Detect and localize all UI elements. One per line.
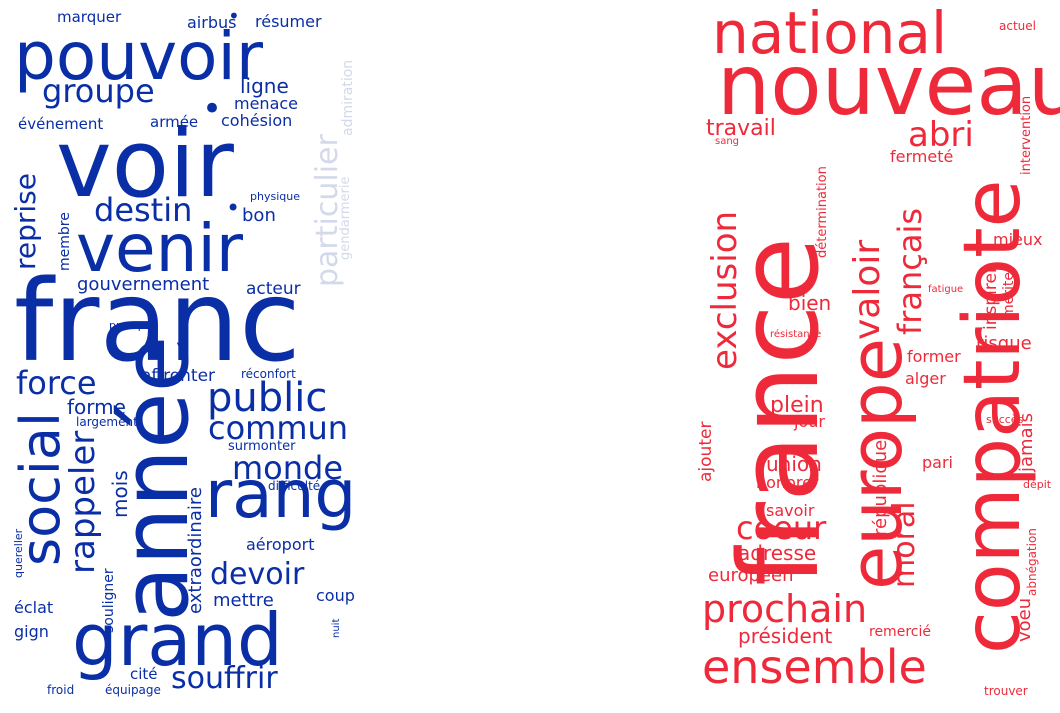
word-mettre: mettre: [213, 590, 274, 611]
word-intervention: intervention: [1019, 95, 1034, 175]
word-largement: largement: [76, 415, 138, 429]
word-extraordinaire: extraordinaire: [185, 487, 206, 614]
word-cohesion: cohésion: [221, 111, 293, 130]
word-president: président: [738, 624, 833, 648]
word-adresse: adresse: [738, 541, 817, 565]
word-voir: voir: [56, 110, 234, 219]
word-abnegation: abnégation: [1025, 528, 1039, 596]
bullet-dot-icon: •: [226, 194, 241, 222]
word-forme: forme: [67, 395, 126, 419]
word-ligne: ligne: [240, 74, 289, 98]
word-gendarmerie: gendarmerie: [338, 176, 353, 260]
word-armee: armée: [150, 113, 199, 131]
word-remercie: remercié: [869, 624, 931, 640]
word-rappeler: rappeler: [63, 430, 103, 574]
bullet-dot-icon: •: [202, 89, 223, 129]
word-valoir: valoir: [847, 239, 888, 340]
word-affronter: affronter: [141, 366, 216, 386]
word-plein: plein: [770, 393, 824, 418]
word-honorer: honorer: [756, 473, 819, 492]
word-rang: rang: [205, 456, 357, 533]
word-eclat: éclat: [14, 598, 54, 617]
word-succes: succès: [986, 413, 1024, 426]
word-grand: grand: [72, 598, 283, 682]
word-reprise: reprise: [9, 172, 42, 270]
word-quereller: quereller: [12, 528, 25, 578]
word-pouvoir: pouvoir: [14, 18, 264, 95]
word-surmonter: surmonter: [228, 439, 296, 454]
word-fermete: fermeté: [890, 147, 954, 166]
word-airbus: airbus: [187, 13, 237, 32]
word-acteur: acteur: [246, 279, 301, 299]
word-bon: bon: [242, 205, 276, 226]
word-europeen: européen: [708, 565, 794, 586]
word-gign: gign: [14, 622, 49, 641]
word-moral: moral: [887, 501, 922, 588]
word-ensemble: ensemble: [702, 640, 927, 694]
word-sang: sang: [715, 136, 740, 147]
word-commun: commun: [208, 409, 349, 447]
word-jamais: jamais: [1016, 413, 1037, 472]
word-nouveau: nouveau: [717, 36, 1060, 134]
word-trouver: trouver: [984, 684, 1028, 698]
word-depit: dépit: [1023, 478, 1052, 491]
word-force: force: [16, 364, 97, 402]
bullet-dot-icon: •: [228, 4, 240, 28]
word-resumer: résumer: [255, 12, 322, 31]
word-pari: pari: [922, 453, 953, 472]
word-admiration: admiration: [340, 59, 356, 136]
word-franc: franc: [14, 257, 301, 387]
word-venir: venir: [76, 210, 243, 287]
word-exclusion: exclusion: [705, 210, 745, 370]
word-reconfort: réconfort: [241, 367, 296, 381]
word-fatigue: fatigue: [928, 284, 964, 295]
word-former: former: [907, 347, 961, 366]
word-prochain: prochain: [702, 587, 868, 631]
word-public: public: [207, 375, 328, 421]
word-devoir: devoir: [210, 557, 305, 592]
word-monde: monde: [232, 449, 344, 487]
word-francais: français: [891, 207, 929, 335]
word-destin: destin: [94, 191, 193, 229]
word-marquer: marquer: [57, 8, 122, 26]
word-nuit: nuit: [331, 618, 342, 638]
word-resistance: résistance: [770, 329, 822, 340]
word-coeur: coeur: [736, 509, 827, 547]
word-travail: travail: [706, 116, 776, 141]
word-aeroport: aéroport: [246, 535, 315, 554]
word-national: national: [712, 0, 948, 67]
word-union: union: [766, 452, 822, 476]
word-alger: alger: [905, 369, 946, 388]
word-prompt: prompt: [109, 319, 150, 332]
word-ajouter: ajouter: [696, 421, 716, 482]
word-actuel: actuel: [999, 19, 1036, 33]
left-word-cloud: marquer airbus résumer pouvoir groupe li…: [0, 0, 372, 713]
word-meriter: mériter: [1001, 266, 1017, 318]
word-groupe: groupe: [42, 72, 155, 110]
word-evenement: événement: [18, 115, 104, 133]
word-inspirer: inspirer: [981, 266, 1001, 330]
word-cite: cité: [130, 665, 158, 683]
word-bien: bien: [788, 291, 832, 315]
word-menace: menace: [234, 94, 299, 113]
word-savoir: savoir: [766, 501, 815, 520]
word-coup: coup: [316, 586, 355, 605]
word-mieux: mieux: [993, 230, 1043, 249]
word-mois: mois: [108, 470, 132, 518]
word-physique: physique: [250, 190, 300, 203]
word-equipage: équipage: [105, 683, 161, 697]
word-voeu: voeu: [1014, 597, 1035, 642]
word-risque: risque: [976, 333, 1032, 354]
word-gouvernement: gouvernement: [77, 274, 210, 295]
word-souffrir: souffrir: [171, 661, 278, 696]
word-froid: froid: [47, 683, 75, 697]
right-word-cloud: national actuel nouveau intervention tra…: [690, 0, 1060, 713]
word-jour: jour: [794, 412, 825, 431]
word-abri: abri: [908, 115, 974, 155]
word-difficulte: difficulté: [268, 479, 321, 493]
